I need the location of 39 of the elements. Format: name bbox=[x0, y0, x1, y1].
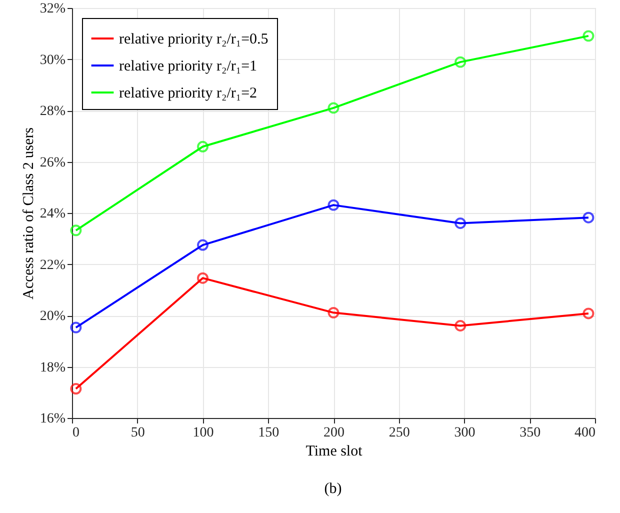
y-tick-label: 18% bbox=[40, 360, 66, 376]
y-tick-label: 22% bbox=[40, 258, 66, 273]
x-tick-label: 150 bbox=[258, 426, 280, 440]
text: (b) bbox=[324, 481, 342, 497]
point bbox=[70, 383, 82, 395]
y-tick-label: 24% bbox=[40, 206, 66, 222]
x-tick-label: 250 bbox=[388, 426, 410, 440]
x-tick-label: 300 bbox=[454, 426, 476, 440]
y-tick-label: 26% bbox=[40, 155, 66, 170]
point bbox=[328, 199, 340, 211]
point bbox=[70, 224, 82, 236]
point bbox=[197, 239, 208, 251]
x-tick-label: 350 bbox=[520, 426, 541, 440]
y-tick-label: 32% bbox=[40, 2, 66, 16]
y-tick-label: 16% bbox=[40, 412, 66, 426]
x-tick-label: 100 bbox=[192, 426, 214, 440]
point bbox=[197, 140, 208, 152]
y-axis-title: Access ratio of Class 2 users bbox=[20, 127, 37, 300]
y-tick-label: 30% bbox=[40, 52, 66, 68]
point bbox=[70, 322, 82, 334]
y-tick-label: 28% bbox=[40, 104, 66, 119]
point bbox=[454, 320, 466, 332]
point bbox=[582, 212, 594, 224]
point bbox=[582, 30, 594, 42]
x-tick-label: 50 bbox=[130, 426, 145, 440]
point bbox=[328, 102, 340, 114]
point bbox=[454, 56, 466, 68]
x-axis-title: Time slot bbox=[306, 444, 364, 460]
legend-label: relative priority r₂/r₁=2 bbox=[119, 86, 258, 102]
x-tick-label: 200 bbox=[324, 426, 344, 440]
legend-label: relative priority r₂/r₁=0.5 bbox=[119, 32, 268, 48]
legend-label: relative priority r₂/r₁=1 bbox=[119, 58, 258, 74]
point bbox=[328, 306, 340, 318]
x-tick-label: 0 bbox=[72, 426, 80, 440]
x-tick-label: 400 bbox=[574, 426, 596, 440]
point bbox=[454, 218, 466, 229]
point bbox=[197, 272, 208, 284]
point bbox=[582, 308, 594, 320]
y-tick-label: 20% bbox=[40, 309, 66, 324]
